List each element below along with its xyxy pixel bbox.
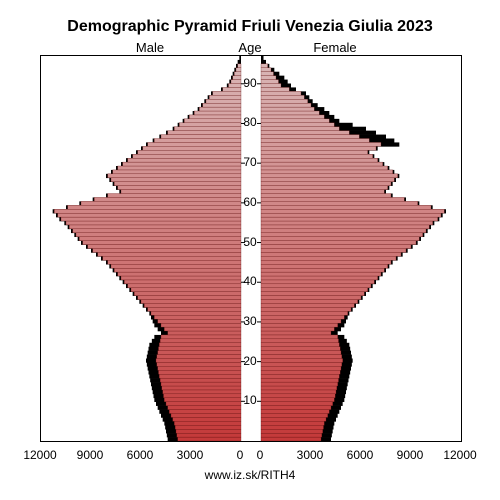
- x-tick-label: 9000: [70, 448, 110, 462]
- y-tick-label: 60: [235, 195, 265, 209]
- x-tick-label: 12000: [20, 448, 60, 462]
- y-tick-label: 50: [235, 235, 265, 249]
- x-tick-label: 0: [240, 448, 280, 462]
- y-tick-label: 20: [235, 354, 265, 368]
- male-label: Male: [130, 40, 170, 55]
- age-label: Age: [235, 40, 265, 55]
- y-tick-label: 40: [235, 274, 265, 288]
- y-tick-label: 80: [235, 115, 265, 129]
- y-tick-label: 10: [235, 393, 265, 407]
- female-label: Female: [310, 40, 360, 55]
- pyramid-chart: Demographic Pyramid Friuli Venezia Giuli…: [0, 0, 500, 500]
- y-tick-label: 70: [235, 155, 265, 169]
- y-tick-label: 30: [235, 314, 265, 328]
- x-tick-label: 6000: [340, 448, 380, 462]
- x-tick-label: 12000: [440, 448, 480, 462]
- x-tick-label: 6000: [120, 448, 160, 462]
- x-tick-label: 3000: [290, 448, 330, 462]
- x-tick-label: 3000: [170, 448, 210, 462]
- source-label: www.iz.sk/RITH4: [0, 468, 500, 482]
- chart-title: Demographic Pyramid Friuli Venezia Giuli…: [0, 18, 500, 36]
- x-tick-label: 9000: [390, 448, 430, 462]
- y-tick-label: 90: [235, 76, 265, 90]
